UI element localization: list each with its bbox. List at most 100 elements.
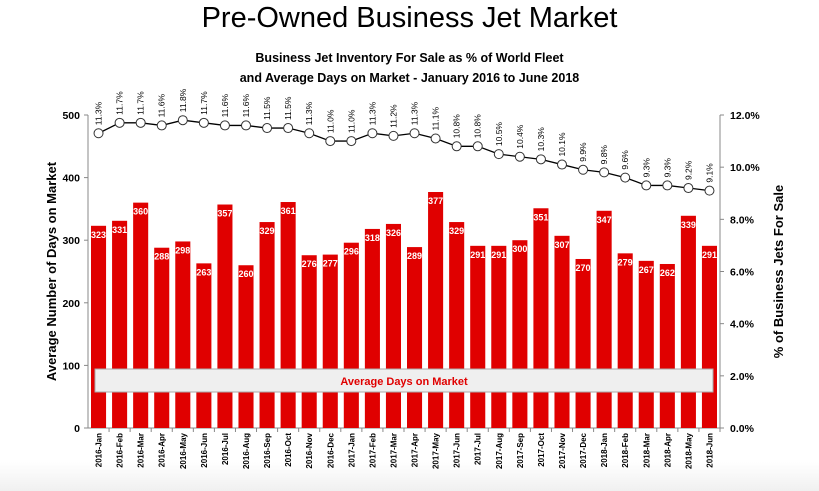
x-tick-label: 2017-Aug [495, 433, 504, 469]
bar [533, 208, 549, 428]
x-tick-label: 2017-Jul [474, 433, 483, 465]
line-point [283, 123, 294, 134]
line-value-label: 11.0% [346, 109, 356, 133]
line-point [472, 141, 483, 152]
line-point [578, 164, 589, 175]
line-point [219, 120, 230, 131]
x-tick-label: 2016-Feb [116, 433, 125, 468]
line-value-label: 11.7% [199, 91, 209, 115]
line-point [409, 128, 420, 139]
x-tick-label: 2017-Mar [389, 433, 398, 468]
bar [449, 222, 465, 428]
line-value-label: 9.2% [683, 160, 693, 180]
bar [491, 245, 507, 428]
line-point [430, 133, 441, 144]
x-tick-label: 2018-Mar [642, 433, 651, 468]
line-value-label: 10.8% [452, 114, 462, 139]
bar [133, 202, 149, 428]
x-tick-label: 2017-Feb [368, 433, 377, 468]
line-point [599, 167, 610, 178]
line-point [557, 159, 567, 170]
line-value-label: 9.9% [578, 142, 588, 162]
bar-value-label: 277 [323, 259, 338, 269]
line-point [704, 185, 715, 196]
line-point [683, 183, 694, 194]
bar [470, 245, 486, 428]
bar [91, 225, 107, 428]
percent-line [98, 119, 710, 192]
line-value-label: 11.6% [157, 94, 167, 118]
x-tick-label: 2017-Dec [579, 432, 588, 468]
x-tick-label: 2016-Apr [158, 433, 167, 467]
bar-value-label: 289 [407, 251, 422, 261]
line-value-label: 11.3% [304, 101, 314, 125]
left-tick-label: 500 [62, 110, 80, 122]
line-point [304, 128, 315, 139]
right-tick-label: 0.0% [730, 423, 755, 435]
line-value-label: 11.8% [178, 88, 188, 112]
left-tick-label: 400 [62, 173, 80, 185]
bar-value-label: 361 [281, 206, 296, 216]
x-tick-label: 2017-Apr [411, 433, 420, 467]
x-tick-label: 2016-Jun [200, 433, 209, 468]
bar [175, 241, 191, 428]
bar-value-label: 323 [91, 230, 106, 240]
line-point [451, 141, 462, 152]
bar-value-label: 267 [639, 265, 654, 275]
line-point [325, 136, 336, 147]
chart-subtitle: and Average Days on Market - January 201… [239, 71, 580, 85]
x-tick-label: 2016-Nov [305, 432, 314, 468]
bar [259, 222, 275, 428]
bar-value-label: 329 [449, 226, 464, 236]
right-tick-label: 10.0% [730, 162, 760, 174]
line-value-label: 9.8% [599, 145, 609, 165]
bar [554, 235, 570, 428]
line-point [514, 151, 525, 162]
x-tick-label: 2016-Aug [242, 433, 251, 469]
line-point [114, 117, 125, 128]
bar [385, 223, 401, 428]
left-tick-label: 100 [62, 360, 80, 372]
bar-value-label: 276 [302, 259, 317, 269]
right-tick-label: 2.0% [730, 371, 755, 383]
line-point [388, 130, 399, 141]
bar-value-label: 291 [702, 250, 717, 260]
x-tick-label: 2016-Jan [95, 433, 104, 467]
bar-value-label: 288 [154, 252, 169, 262]
bar [575, 258, 591, 428]
line-value-label: 9.1% [704, 163, 714, 183]
bar-value-label: 307 [554, 240, 569, 250]
x-tick-label: 2017-May [432, 432, 441, 469]
left-tick-label: 0 [74, 423, 80, 435]
line-value-label: 10.4% [515, 124, 525, 149]
line-value-label: 11.0% [325, 109, 335, 133]
x-tick-label: 2018-Feb [621, 433, 630, 468]
line-value-label: 11.3% [410, 101, 420, 125]
bar-value-label: 360 [133, 207, 148, 217]
bar-value-label: 347 [597, 215, 612, 225]
bar [238, 265, 254, 428]
line-value-label: 11.3% [94, 101, 104, 125]
chart-title: Business Jet Inventory For Sale as % of … [0, 48, 819, 88]
line-point [535, 154, 546, 165]
line-point [93, 128, 104, 139]
bar [512, 240, 528, 428]
line-value-label: 10.3% [536, 127, 546, 152]
x-tick-label: 2017-Sep [516, 433, 525, 468]
bar [659, 263, 675, 428]
bar [217, 204, 233, 428]
bar-value-label: 326 [386, 228, 401, 238]
bar [196, 263, 212, 428]
chart-title-line1: Business Jet Inventory For Sale as % of … [255, 51, 564, 65]
x-tick-label: 2016-May [179, 432, 188, 469]
bar [617, 253, 633, 428]
bar [322, 254, 338, 428]
bar [428, 191, 444, 428]
bar-value-label: 291 [491, 250, 506, 260]
line-value-label: 10.5% [494, 122, 504, 147]
x-tick-label: 2016-Mar [137, 433, 146, 468]
x-tick-label: 2016-Jul [221, 433, 230, 465]
legend-label: Average Days on Market [340, 376, 468, 388]
left-tick-label: 300 [62, 235, 80, 247]
bar [407, 247, 423, 428]
